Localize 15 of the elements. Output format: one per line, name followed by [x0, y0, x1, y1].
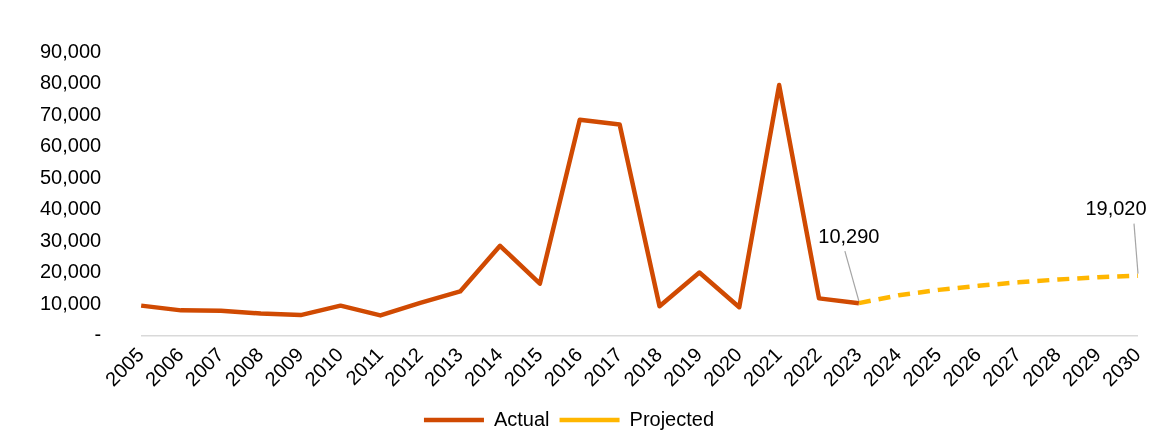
annotation: 19,020 [1085, 197, 1147, 220]
y-tick-label: 90,000 [40, 39, 102, 62]
y-tick-label: 10,000 [40, 291, 102, 314]
y-tick-label: 80,000 [40, 71, 102, 94]
y-tick-label: - [94, 323, 102, 346]
annotation: 10,290 [818, 224, 880, 247]
legend-label: Projected [629, 407, 715, 430]
y-tick-label: 70,000 [40, 102, 102, 125]
line-series [856, 273, 1141, 306]
y-tick-label: 30,000 [40, 228, 102, 251]
y-tick-label: 60,000 [40, 134, 102, 157]
y-tick-label: 40,000 [40, 197, 102, 220]
legend-label: Actual [493, 407, 550, 430]
y-tick-label: 20,000 [40, 260, 102, 283]
y-tick-label: 50,000 [40, 165, 102, 188]
